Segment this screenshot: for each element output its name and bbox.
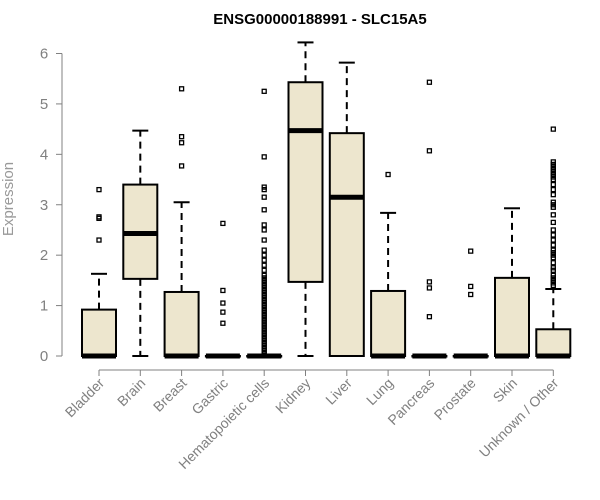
outlier-point (261, 207, 267, 213)
y-tick-label: 1 (40, 298, 48, 315)
outlier-point (550, 186, 556, 193)
outlier-point (468, 291, 474, 298)
outlier-point (426, 79, 433, 85)
outlier-point (178, 140, 185, 146)
outlier-point (261, 267, 267, 273)
outlier-point (385, 171, 391, 178)
outlier-point (550, 232, 556, 238)
outlier-point (550, 159, 556, 165)
y-tick-label: 3 (40, 197, 48, 214)
y-tick-label: 4 (40, 146, 48, 163)
outlier-point (261, 262, 267, 268)
y-tick-label: 2 (40, 247, 48, 264)
outlier-point (550, 212, 556, 218)
outlier-point (220, 287, 226, 294)
outlier-point (261, 272, 267, 278)
outlier-point (550, 192, 556, 198)
outlier-point (550, 181, 556, 188)
outlier-point (550, 237, 556, 243)
box-group (370, 171, 407, 359)
box-group (535, 126, 572, 359)
outlier-point (220, 220, 226, 227)
outlier-point (178, 163, 185, 169)
box-iqr (328, 132, 365, 357)
box-iqr (494, 276, 530, 357)
outlier-point (426, 279, 433, 285)
box-iqr (535, 328, 572, 358)
box-group (328, 61, 365, 357)
outlier-point (261, 88, 267, 94)
chart-title: ENSG00000188991 - SLC15A5 (213, 11, 426, 28)
outlier-point (178, 134, 185, 140)
box-group (246, 88, 283, 359)
outlier-point (426, 285, 433, 291)
outlier-point (261, 222, 267, 228)
box-iqr (163, 290, 200, 357)
box-group (122, 129, 159, 357)
y-axis: 0 1 2 3 4 5 6 (40, 46, 63, 365)
box-group (81, 186, 117, 359)
box-group (452, 248, 489, 359)
box-group (411, 79, 448, 359)
y-axis-label: Expression (0, 162, 17, 236)
outlier-point (261, 247, 267, 253)
outlier-point (426, 314, 433, 320)
boxes-layer (81, 41, 572, 359)
outlier-point (261, 184, 267, 190)
outlier-point (220, 320, 226, 326)
outlier-point (468, 283, 474, 290)
x-tick-label: Skin (490, 375, 521, 406)
outlier-point (550, 247, 556, 253)
x-tick-label: Kidney (272, 375, 314, 417)
outlier-point (261, 154, 267, 160)
outlier-point (261, 194, 267, 200)
outlier-point (96, 214, 102, 220)
y-tick-label: 5 (40, 96, 48, 113)
box-iqr (287, 81, 324, 283)
outlier-point (178, 86, 185, 92)
box-iqr (81, 308, 117, 358)
box-group (204, 220, 241, 359)
x-tick-label: Liver (322, 375, 355, 408)
outlier-point (550, 199, 556, 205)
outlier-point (550, 265, 556, 271)
x-tick-label: Breast (150, 375, 190, 415)
x-tick-label: Brain (114, 375, 148, 409)
box-group (163, 86, 200, 359)
box-group (494, 207, 530, 359)
outlier-point (261, 237, 267, 243)
x-tick-label: Lung (363, 375, 396, 408)
outlier-point (220, 309, 226, 315)
outlier-point (261, 252, 267, 258)
outlier-point (96, 186, 102, 193)
outlier-point (220, 300, 226, 306)
outlier-point (261, 227, 267, 233)
y-tick-label: 6 (40, 46, 48, 63)
outlier-point (550, 242, 556, 248)
outlier-point (550, 219, 556, 226)
x-tick-label: Bladder (62, 375, 108, 421)
box-iqr (370, 289, 407, 357)
outlier-point (96, 237, 102, 243)
outlier-point (261, 257, 267, 263)
outlier-point (550, 126, 556, 132)
outlier-point (468, 248, 474, 254)
outlier-point (426, 148, 433, 154)
outlier-point (550, 272, 556, 278)
outlier-point (550, 227, 556, 233)
y-tick-label: 0 (40, 348, 48, 365)
box-group (287, 41, 324, 357)
outlier-point (550, 260, 556, 266)
x-tick-label: Prostate (431, 375, 479, 423)
